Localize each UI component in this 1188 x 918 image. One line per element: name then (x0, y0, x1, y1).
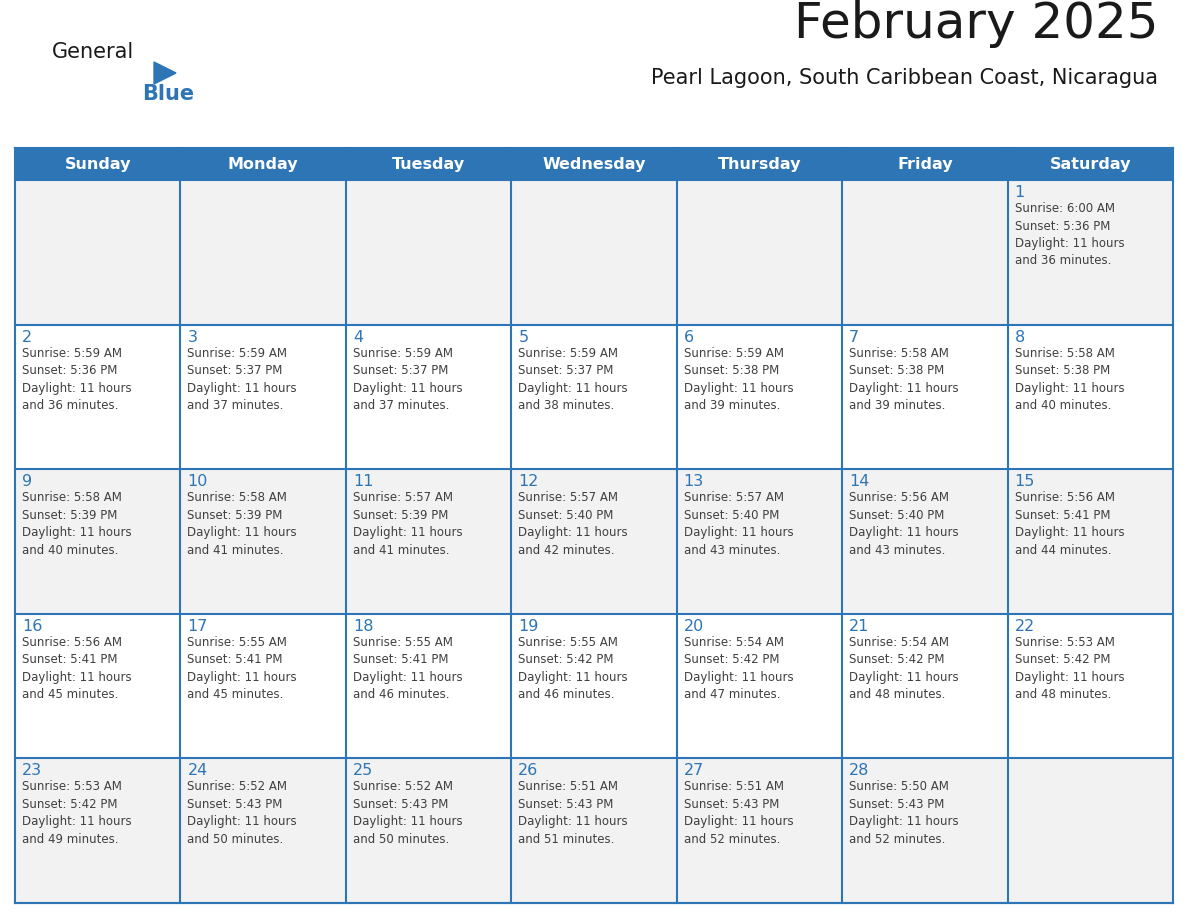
Text: 6: 6 (684, 330, 694, 344)
Text: 22: 22 (1015, 619, 1035, 633)
Text: Sunrise: 5:59 AM
Sunset: 5:36 PM
Daylight: 11 hours
and 36 minutes.: Sunrise: 5:59 AM Sunset: 5:36 PM Dayligh… (23, 347, 132, 412)
Text: Sunrise: 5:58 AM
Sunset: 5:39 PM
Daylight: 11 hours
and 40 minutes.: Sunrise: 5:58 AM Sunset: 5:39 PM Dayligh… (23, 491, 132, 556)
Text: General: General (52, 42, 134, 62)
Text: Sunrise: 5:58 AM
Sunset: 5:39 PM
Daylight: 11 hours
and 41 minutes.: Sunrise: 5:58 AM Sunset: 5:39 PM Dayligh… (188, 491, 297, 556)
Text: 21: 21 (849, 619, 870, 633)
Text: 24: 24 (188, 764, 208, 778)
Text: Saturday: Saturday (1049, 156, 1131, 172)
Text: 9: 9 (23, 475, 32, 489)
Text: Sunday: Sunday (64, 156, 131, 172)
Text: Sunrise: 5:59 AM
Sunset: 5:37 PM
Daylight: 11 hours
and 38 minutes.: Sunrise: 5:59 AM Sunset: 5:37 PM Dayligh… (518, 347, 628, 412)
Text: Sunrise: 5:54 AM
Sunset: 5:42 PM
Daylight: 11 hours
and 47 minutes.: Sunrise: 5:54 AM Sunset: 5:42 PM Dayligh… (684, 636, 794, 701)
Text: Sunrise: 5:51 AM
Sunset: 5:43 PM
Daylight: 11 hours
and 52 minutes.: Sunrise: 5:51 AM Sunset: 5:43 PM Dayligh… (684, 780, 794, 845)
Bar (15, 180, 1173, 325)
Text: Sunrise: 5:59 AM
Sunset: 5:37 PM
Daylight: 11 hours
and 37 minutes.: Sunrise: 5:59 AM Sunset: 5:37 PM Dayligh… (188, 347, 297, 412)
Bar (15, 758, 1173, 903)
Text: Sunrise: 5:56 AM
Sunset: 5:41 PM
Daylight: 11 hours
and 44 minutes.: Sunrise: 5:56 AM Sunset: 5:41 PM Dayligh… (1015, 491, 1124, 556)
Text: Sunrise: 5:57 AM
Sunset: 5:40 PM
Daylight: 11 hours
and 43 minutes.: Sunrise: 5:57 AM Sunset: 5:40 PM Dayligh… (684, 491, 794, 556)
Text: 7: 7 (849, 330, 859, 344)
Bar (15, 614, 1173, 758)
Text: Sunrise: 5:59 AM
Sunset: 5:37 PM
Daylight: 11 hours
and 37 minutes.: Sunrise: 5:59 AM Sunset: 5:37 PM Dayligh… (353, 347, 462, 412)
Text: 1: 1 (1015, 185, 1025, 200)
Text: 11: 11 (353, 475, 373, 489)
Text: 25: 25 (353, 764, 373, 778)
Text: Friday: Friday (897, 156, 953, 172)
Text: Sunrise: 5:52 AM
Sunset: 5:43 PM
Daylight: 11 hours
and 50 minutes.: Sunrise: 5:52 AM Sunset: 5:43 PM Dayligh… (188, 780, 297, 845)
Text: 28: 28 (849, 764, 870, 778)
Text: Sunrise: 5:51 AM
Sunset: 5:43 PM
Daylight: 11 hours
and 51 minutes.: Sunrise: 5:51 AM Sunset: 5:43 PM Dayligh… (518, 780, 628, 845)
Text: Sunrise: 5:54 AM
Sunset: 5:42 PM
Daylight: 11 hours
and 48 minutes.: Sunrise: 5:54 AM Sunset: 5:42 PM Dayligh… (849, 636, 959, 701)
Text: Sunrise: 5:53 AM
Sunset: 5:42 PM
Daylight: 11 hours
and 48 minutes.: Sunrise: 5:53 AM Sunset: 5:42 PM Dayligh… (1015, 636, 1124, 701)
Text: 17: 17 (188, 619, 208, 633)
Text: Sunrise: 5:58 AM
Sunset: 5:38 PM
Daylight: 11 hours
and 40 minutes.: Sunrise: 5:58 AM Sunset: 5:38 PM Dayligh… (1015, 347, 1124, 412)
Text: Sunrise: 6:00 AM
Sunset: 5:36 PM
Daylight: 11 hours
and 36 minutes.: Sunrise: 6:00 AM Sunset: 5:36 PM Dayligh… (1015, 202, 1124, 267)
Text: 13: 13 (684, 475, 704, 489)
Text: Sunrise: 5:50 AM
Sunset: 5:43 PM
Daylight: 11 hours
and 52 minutes.: Sunrise: 5:50 AM Sunset: 5:43 PM Dayligh… (849, 780, 959, 845)
Text: 5: 5 (518, 330, 529, 344)
Text: Thursday: Thursday (718, 156, 801, 172)
Text: 3: 3 (188, 330, 197, 344)
Text: 27: 27 (684, 764, 704, 778)
Text: 4: 4 (353, 330, 364, 344)
Text: 15: 15 (1015, 475, 1035, 489)
Text: 12: 12 (518, 475, 538, 489)
Text: Sunrise: 5:56 AM
Sunset: 5:40 PM
Daylight: 11 hours
and 43 minutes.: Sunrise: 5:56 AM Sunset: 5:40 PM Dayligh… (849, 491, 959, 556)
Text: Sunrise: 5:56 AM
Sunset: 5:41 PM
Daylight: 11 hours
and 45 minutes.: Sunrise: 5:56 AM Sunset: 5:41 PM Dayligh… (23, 636, 132, 701)
Text: Monday: Monday (228, 156, 298, 172)
Text: 2: 2 (23, 330, 32, 344)
Text: 18: 18 (353, 619, 373, 633)
Text: Wednesday: Wednesday (542, 156, 646, 172)
Text: 20: 20 (684, 619, 704, 633)
Bar (15, 148, 1173, 180)
Text: Sunrise: 5:59 AM
Sunset: 5:38 PM
Daylight: 11 hours
and 39 minutes.: Sunrise: 5:59 AM Sunset: 5:38 PM Dayligh… (684, 347, 794, 412)
Text: 23: 23 (23, 764, 42, 778)
Text: Sunrise: 5:58 AM
Sunset: 5:38 PM
Daylight: 11 hours
and 39 minutes.: Sunrise: 5:58 AM Sunset: 5:38 PM Dayligh… (849, 347, 959, 412)
Bar (15, 469, 1173, 614)
Text: Tuesday: Tuesday (392, 156, 466, 172)
Text: 10: 10 (188, 475, 208, 489)
Polygon shape (154, 62, 176, 84)
Text: Sunrise: 5:52 AM
Sunset: 5:43 PM
Daylight: 11 hours
and 50 minutes.: Sunrise: 5:52 AM Sunset: 5:43 PM Dayligh… (353, 780, 462, 845)
Text: 26: 26 (518, 764, 538, 778)
Text: 8: 8 (1015, 330, 1025, 344)
Text: 14: 14 (849, 475, 870, 489)
Bar (15, 325, 1173, 469)
Text: Sunrise: 5:57 AM
Sunset: 5:39 PM
Daylight: 11 hours
and 41 minutes.: Sunrise: 5:57 AM Sunset: 5:39 PM Dayligh… (353, 491, 462, 556)
Text: Sunrise: 5:57 AM
Sunset: 5:40 PM
Daylight: 11 hours
and 42 minutes.: Sunrise: 5:57 AM Sunset: 5:40 PM Dayligh… (518, 491, 628, 556)
Text: Sunrise: 5:55 AM
Sunset: 5:41 PM
Daylight: 11 hours
and 45 minutes.: Sunrise: 5:55 AM Sunset: 5:41 PM Dayligh… (188, 636, 297, 701)
Text: Sunrise: 5:53 AM
Sunset: 5:42 PM
Daylight: 11 hours
and 49 minutes.: Sunrise: 5:53 AM Sunset: 5:42 PM Dayligh… (23, 780, 132, 845)
Text: Sunrise: 5:55 AM
Sunset: 5:41 PM
Daylight: 11 hours
and 46 minutes.: Sunrise: 5:55 AM Sunset: 5:41 PM Dayligh… (353, 636, 462, 701)
Text: 19: 19 (518, 619, 538, 633)
Text: Sunrise: 5:55 AM
Sunset: 5:42 PM
Daylight: 11 hours
and 46 minutes.: Sunrise: 5:55 AM Sunset: 5:42 PM Dayligh… (518, 636, 628, 701)
Text: 16: 16 (23, 619, 43, 633)
Text: Blue: Blue (143, 84, 194, 104)
Text: February 2025: February 2025 (794, 0, 1158, 48)
Text: Pearl Lagoon, South Caribbean Coast, Nicaragua: Pearl Lagoon, South Caribbean Coast, Nic… (651, 68, 1158, 88)
